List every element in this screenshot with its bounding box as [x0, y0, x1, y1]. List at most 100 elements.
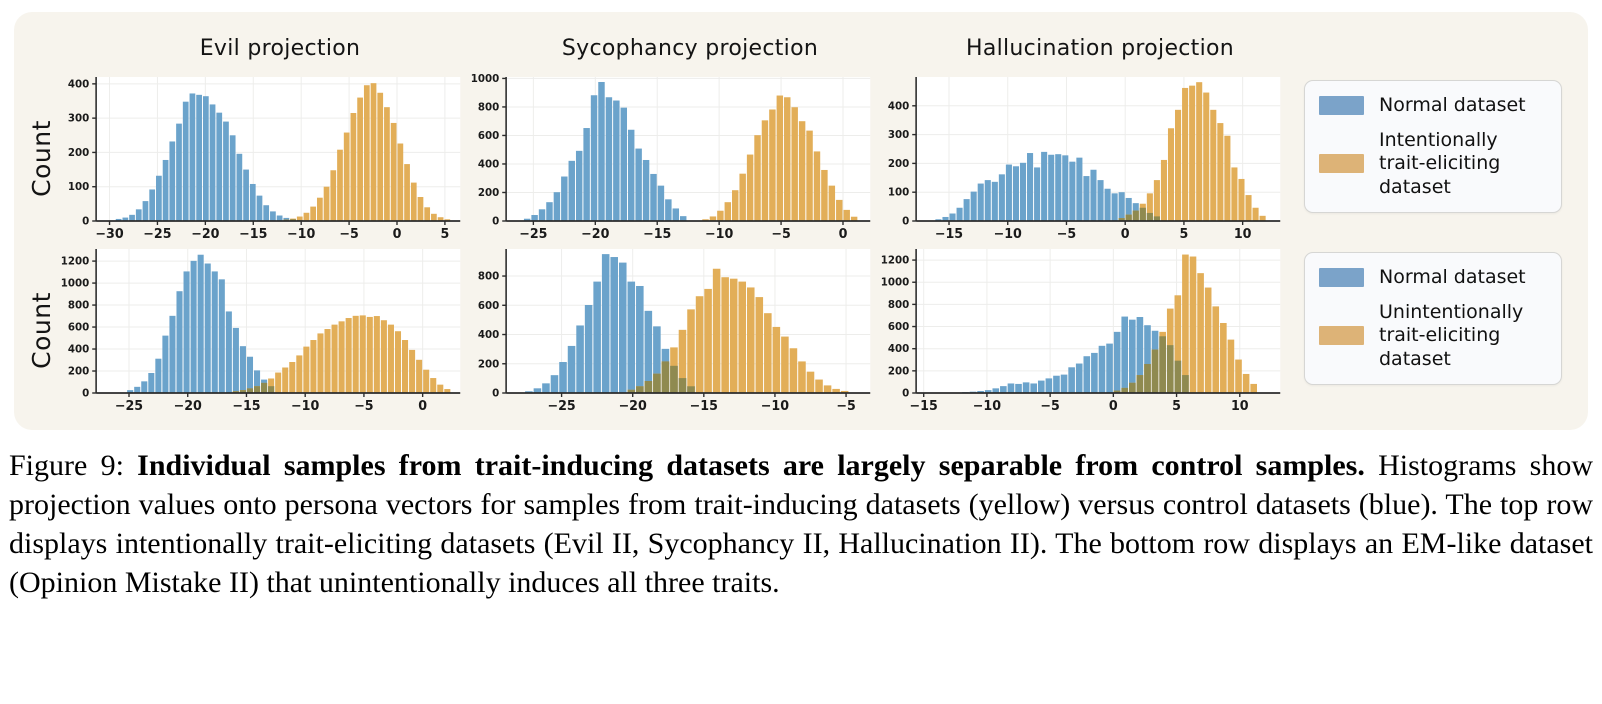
legend-item-intentional: Intentionally trait-eliciting dataset: [1319, 129, 1547, 199]
histogram-hallucination-unintentional: 0 200 400 600 800 1000 1200 −15 −10 −5 0 5 10: [880, 244, 1290, 416]
svg-text:−10: −10: [761, 399, 789, 414]
svg-text:−15: −15: [643, 227, 671, 242]
svg-text:600: 600: [478, 130, 499, 142]
svg-text:100: 100: [888, 187, 909, 199]
histogram-evil-intentional: 0 100 200 300 400 −30 −25 −20 −15 −10 −5 0 5: [60, 72, 470, 244]
svg-text:1000: 1000: [61, 277, 89, 289]
svg-text:400: 400: [888, 343, 909, 355]
svg-text:400: 400: [478, 158, 499, 170]
svg-text:0: 0: [1109, 399, 1118, 414]
svg-text:−20: −20: [619, 399, 647, 414]
count-label: Count: [26, 291, 56, 369]
svg-text:5: 5: [440, 227, 449, 242]
histogram-svg: 0 100 200 300 400 −15 −10 −5 0 5 10: [888, 77, 1281, 242]
svg-text:0: 0: [82, 387, 89, 399]
histogram-svg: 0 200 400 600 800 −25 −20 −15 −10 −5: [478, 249, 871, 414]
histogram-hallucination-intentional: 0 100 200 300 400 −15 −10 −5 0 5 10: [880, 72, 1290, 244]
legend-swatch-yellow: [1319, 326, 1364, 346]
figure-caption: Figure 9: Individual samples from trait-…: [9, 446, 1593, 602]
svg-text:0: 0: [82, 215, 89, 227]
legend-item-unintentional: Unintentionally trait-eliciting dataset: [1319, 301, 1547, 371]
svg-text:400: 400: [68, 343, 89, 355]
svg-text:10: 10: [1231, 399, 1249, 414]
svg-text:−10: −10: [973, 399, 1001, 414]
svg-text:0: 0: [492, 215, 499, 227]
svg-text:0: 0: [902, 215, 909, 227]
svg-text:1200: 1200: [881, 254, 909, 266]
legend-label: Normal dataset: [1379, 266, 1526, 288]
svg-text:800: 800: [68, 299, 89, 311]
svg-text:200: 200: [68, 147, 89, 159]
svg-text:300: 300: [888, 129, 909, 141]
legend-cell-bottom: Normal dataset Unintentionally trait-eli…: [1290, 244, 1580, 416]
svg-text:−15: −15: [232, 399, 260, 414]
figure-grid: Evil projection Sycophancy projection Ha…: [22, 24, 1580, 424]
plot-title-evil: Evil projection: [60, 24, 470, 72]
legend-intentional: Normal dataset Intentionally trait-elici…: [1304, 80, 1562, 213]
legend-label: Intentionally trait-eliciting dataset: [1379, 129, 1501, 198]
svg-text:400: 400: [68, 78, 89, 90]
plot-title-text: Sycophancy projection: [561, 35, 819, 61]
legend-cell-top: Normal dataset Intentionally trait-elici…: [1290, 72, 1580, 244]
svg-text:−5: −5: [1040, 399, 1060, 414]
svg-text:−25: −25: [143, 227, 171, 242]
svg-text:−15: −15: [910, 399, 938, 414]
histogram-svg: 0 100 200 300 400 −30 −25 −20 −15 −10 −5 0 5: [68, 77, 461, 242]
svg-text:5: 5: [1180, 227, 1189, 242]
svg-text:1000: 1000: [881, 277, 909, 289]
svg-text:200: 200: [888, 365, 909, 377]
svg-text:0: 0: [839, 227, 848, 242]
svg-text:10: 10: [1234, 227, 1252, 242]
histogram-svg: 0 200 400 600 800 1000 1200 −25 −20 −15 −10 −5 0: [61, 249, 461, 414]
legend-swatch-blue: [1319, 268, 1364, 288]
svg-text:−10: −10: [291, 399, 319, 414]
svg-text:−25: −25: [547, 399, 575, 414]
svg-text:200: 200: [478, 187, 499, 199]
svg-text:0: 0: [393, 227, 402, 242]
svg-text:−20: −20: [191, 227, 219, 242]
svg-text:−30: −30: [95, 227, 123, 242]
plot-title-text: Evil projection: [199, 35, 361, 61]
histogram-svg: 0 200 400 600 800 1000 1200 −15 −10 −5 0 5 10: [881, 249, 1281, 414]
svg-text:1000: 1000: [471, 73, 499, 85]
svg-text:−5: −5: [836, 399, 856, 414]
svg-text:100: 100: [68, 181, 89, 193]
svg-text:−15: −15: [690, 399, 718, 414]
svg-text:−5: −5: [771, 227, 791, 242]
histogram-evil-unintentional: 0 200 400 600 800 1000 1200 −25 −20 −15 −10 −5 0: [60, 244, 470, 416]
svg-text:200: 200: [478, 358, 499, 370]
histogram-sycophancy-intentional: 0 200 400 600 800 1000 −25 −20 −15 −10 −5 0: [470, 72, 880, 244]
svg-text:800: 800: [478, 101, 499, 113]
caption-prefix: Figure 9:: [9, 449, 138, 482]
histogram-sycophancy-unintentional: 0 200 400 600 800 −25 −20 −15 −10 −5: [470, 244, 880, 416]
svg-text:−10: −10: [705, 227, 733, 242]
histogram-svg: 0 200 400 600 800 1000 −25 −20 −15 −10 −5 0: [471, 73, 871, 242]
caption-bold: Individual samples from trait-inducing d…: [137, 449, 1365, 482]
svg-text:800: 800: [888, 299, 909, 311]
svg-text:−5: −5: [354, 399, 374, 414]
svg-text:−5: −5: [1057, 227, 1077, 242]
svg-text:600: 600: [68, 321, 89, 333]
caption-body: Histograms show projection values onto p…: [9, 449, 1593, 599]
svg-text:800: 800: [478, 270, 499, 282]
svg-text:−15: −15: [239, 227, 267, 242]
svg-text:600: 600: [888, 321, 909, 333]
svg-text:0: 0: [1121, 227, 1130, 242]
svg-text:−10: −10: [287, 227, 315, 242]
legend-swatch-yellow: [1319, 154, 1364, 174]
legend-unintentional: Normal dataset Unintentionally trait-eli…: [1304, 252, 1562, 385]
legend-label: Unintentionally trait-eliciting dataset: [1379, 301, 1524, 370]
svg-text:0: 0: [418, 399, 427, 414]
svg-text:400: 400: [888, 100, 909, 112]
plot-title-sycophancy: Sycophancy projection: [470, 24, 880, 72]
svg-text:400: 400: [478, 329, 499, 341]
y-axis-label-row1: Count: [22, 72, 60, 244]
svg-text:−10: −10: [994, 227, 1022, 242]
svg-text:−25: −25: [519, 227, 547, 242]
svg-text:200: 200: [68, 365, 89, 377]
svg-text:−25: −25: [115, 399, 143, 414]
count-label: Count: [26, 119, 56, 197]
svg-text:0: 0: [492, 387, 499, 399]
svg-text:1200: 1200: [61, 255, 89, 267]
svg-text:5: 5: [1172, 399, 1181, 414]
